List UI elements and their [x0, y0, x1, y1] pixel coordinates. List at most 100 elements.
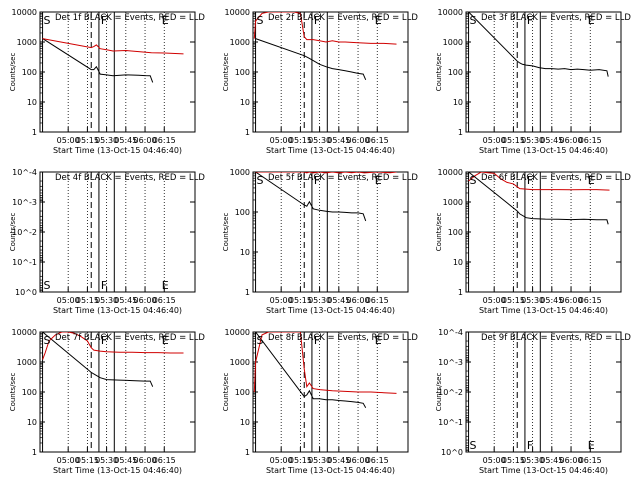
- y-axis-label: Counts/sec: [435, 373, 443, 412]
- x-tick-label: 05:45: [114, 456, 137, 465]
- plot-frame: [465, 331, 622, 453]
- x-tick-label: 05:00: [270, 296, 293, 305]
- y-tick-label: 10^-3: [12, 198, 37, 207]
- series-events-line: [255, 332, 367, 408]
- y-tick-label: 1: [32, 128, 37, 137]
- x-tick-label: 05:15: [76, 296, 99, 305]
- x-tick-label: 05:30: [95, 136, 118, 145]
- x-tick-label: 06:15: [366, 296, 389, 305]
- detector-panel-7: 1 10 100 1000 10000 05:0005:1505:3005:4506:00…: [9, 328, 205, 475]
- x-tick-label: 06:00: [560, 296, 583, 305]
- x-tick-label: 05:30: [95, 296, 118, 305]
- x-tick-label: 06:00: [347, 136, 370, 145]
- series-group: [42, 332, 184, 387]
- y-tick-label: 100: [448, 228, 463, 237]
- x-tick-label: 05:00: [57, 456, 80, 465]
- marker-label-s: S: [470, 174, 477, 187]
- y-axis-label: Counts/sec: [222, 373, 230, 412]
- y-tick-label: 10000: [12, 8, 37, 17]
- x-tick-label: 06:00: [560, 456, 583, 465]
- series-lld-line: [42, 38, 184, 55]
- marker-label-f: F: [527, 14, 533, 27]
- series-events-line: [468, 172, 609, 225]
- y-axis-label: Counts/sec: [9, 373, 17, 412]
- x-tick-label: 06:00: [134, 136, 157, 145]
- y-axis-label: Counts/sec: [435, 213, 443, 252]
- x-tick-label: 06:15: [366, 456, 389, 465]
- detector-panel-4: 10^010^-110^-210^-310^-405:0005:1505:300…: [9, 168, 205, 315]
- x-tick-label: 05:45: [327, 456, 350, 465]
- x-tick-label: 05:15: [502, 456, 525, 465]
- x-tick-label: 05:30: [521, 136, 544, 145]
- x-tick-label: 05:30: [308, 296, 331, 305]
- series-events-line: [255, 172, 367, 222]
- y-tick-label: 10^-1: [438, 418, 463, 427]
- y-axis-label: Counts/sec: [9, 53, 17, 92]
- marker-label-s: S: [257, 14, 264, 27]
- panel-title: Det 1f BLACK = Events, RED = LLD: [55, 13, 205, 23]
- x-tick-label: 06:00: [134, 296, 157, 305]
- marker-label-f: F: [527, 174, 533, 187]
- y-tick-label: 100: [235, 208, 250, 217]
- x-tick-label: 05:15: [76, 136, 99, 145]
- x-tick-label: 05:30: [95, 456, 118, 465]
- y-tick-label: 10: [27, 98, 37, 107]
- panel-title: Det 8f BLACK = Events, RED = LLD: [268, 333, 418, 343]
- x-tick-label: 05:30: [521, 456, 544, 465]
- x-axis-label: Start Time (13-Oct-15 04:46:40): [479, 466, 608, 475]
- y-axis-label: Counts/sec: [9, 213, 17, 252]
- x-tick-label: 06:00: [134, 456, 157, 465]
- plot-frame: [252, 171, 409, 293]
- y-tick-label: 10000: [225, 8, 250, 17]
- x-axis-label: Start Time (13-Oct-15 04:46:40): [53, 466, 182, 475]
- series-group: [255, 172, 397, 222]
- x-tick-label: 05:45: [327, 296, 350, 305]
- y-tick-label: 10: [27, 418, 37, 427]
- panel-title: Det 5f BLACK = Events, RED = LLD: [268, 173, 418, 183]
- marker-label-e: E: [162, 14, 169, 27]
- y-tick-label: 100: [448, 68, 463, 77]
- series-events-line: [42, 38, 154, 83]
- y-tick-label: 10^0: [441, 448, 463, 457]
- marker-label-s: S: [257, 174, 264, 187]
- y-tick-label: 10^-1: [12, 258, 37, 267]
- y-tick-label: 10000: [438, 8, 463, 17]
- panel-title: Det 4f BLACK = Events, RED = LLD: [55, 173, 205, 183]
- x-tick-label: 05:15: [76, 456, 99, 465]
- x-tick-label: 05:45: [540, 296, 563, 305]
- x-tick-label: 05:15: [289, 296, 312, 305]
- y-tick-label: 1: [458, 128, 463, 137]
- plot-frame: [39, 171, 196, 293]
- marker-label-e: E: [375, 14, 382, 27]
- y-axis-label: Counts/sec: [222, 213, 230, 252]
- series-lld-line: [42, 332, 184, 360]
- marker-label-s: S: [44, 334, 51, 347]
- marker-label-s: S: [470, 439, 477, 452]
- y-tick-label: 1000: [230, 38, 250, 47]
- x-tick-label: 06:15: [153, 136, 176, 145]
- series-group: [253, 12, 397, 81]
- marker-label-e: E: [375, 334, 382, 347]
- y-tick-label: 10000: [12, 328, 37, 337]
- marker-label-e: E: [162, 279, 169, 292]
- y-tick-label: 100: [235, 388, 250, 397]
- x-tick-label: 05:15: [502, 136, 525, 145]
- y-tick-label: 100: [235, 68, 250, 77]
- x-axis-label: Start Time (13-Oct-15 04:46:40): [479, 306, 608, 315]
- x-tick-label: 05:30: [308, 136, 331, 145]
- y-tick-label: 10: [453, 98, 463, 107]
- series-events-line: [255, 38, 367, 81]
- series-group: [468, 12, 609, 77]
- x-tick-label: 06:00: [560, 136, 583, 145]
- marker-label-e: E: [588, 14, 595, 27]
- x-tick-label: 06:15: [579, 136, 602, 145]
- y-tick-label: 10000: [225, 328, 250, 337]
- detector-panel-5: 1 10 100 1000 05:0005:1505:3005:4506:0006:15…: [222, 168, 418, 315]
- y-tick-label: 1: [245, 128, 250, 137]
- x-tick-label: 05:30: [308, 456, 331, 465]
- detector-panel-9: 10^010^-110^-210^-310^-405:0005:1505:300…: [435, 328, 631, 475]
- y-tick-label: 100: [22, 388, 37, 397]
- marker-label-f: F: [314, 14, 320, 27]
- plot-frame: [465, 11, 622, 133]
- x-tick-label: 05:00: [483, 136, 506, 145]
